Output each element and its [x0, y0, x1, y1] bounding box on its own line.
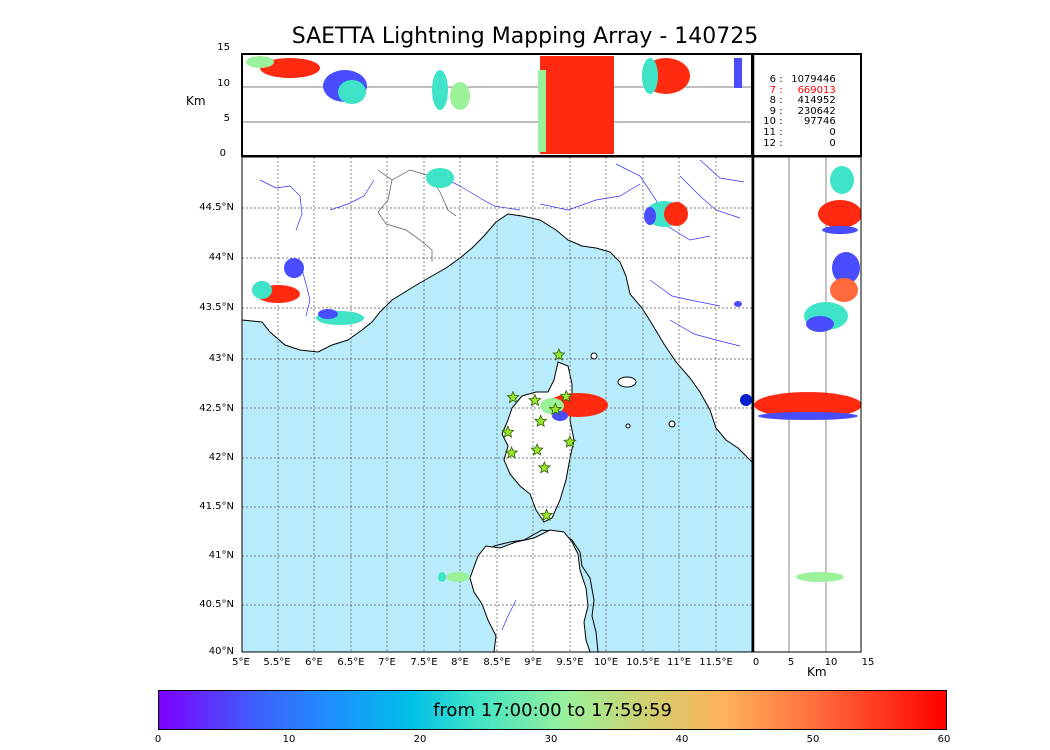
lat-tick: 41.5°N: [199, 501, 234, 512]
colorbar-tick: 0: [154, 734, 162, 745]
lon-tick: 11°E: [666, 657, 692, 668]
station-count-legend: 6 : 1079446 7 : 669013 8 : 414952 9 : 23…: [754, 74, 860, 149]
lon-tick: 9°E: [524, 657, 542, 668]
map-grid: [242, 157, 752, 652]
side-xtick: 5: [787, 657, 795, 668]
lat-tick: 40°N: [208, 646, 234, 657]
colorbar-tick: 50: [806, 734, 820, 745]
legend-row: 11 : 0: [763, 126, 836, 138]
station-star: [537, 460, 552, 474]
legend-row: 10 : 97746: [763, 116, 836, 128]
chart-title: SAETTA Lightning Mapping Array - 140725: [291, 24, 759, 49]
lon-tick: 8.5°E: [483, 657, 511, 668]
lat-tick: 44.5°N: [199, 202, 234, 213]
lat-tick: 40.5°N: [199, 599, 234, 610]
lat-tick: 42°N: [208, 452, 234, 463]
lat-tick: 43°N: [208, 353, 234, 364]
station-star: [548, 402, 562, 416]
top-ytick: 10: [217, 78, 230, 89]
colorbar-tick: 60: [937, 734, 951, 745]
station-star: [504, 445, 519, 459]
legend-row: 8 : 414952: [769, 95, 836, 107]
station-star: [530, 442, 544, 456]
lon-tick: 7.5°E: [410, 657, 438, 668]
lat-tick: 44°N: [208, 252, 234, 263]
lon-tick: 5.5°E: [263, 657, 291, 668]
side-xtick: 10: [824, 657, 838, 668]
time-colorbar: from 17:00:00 to 17:59:59: [158, 690, 947, 730]
station-star: [528, 393, 542, 407]
sardinia: [469, 529, 591, 652]
lon-tick: 6.5°E: [337, 657, 365, 668]
lon-tick: 8°E: [451, 657, 469, 668]
sea-area: [242, 157, 752, 652]
station-star: [506, 390, 520, 404]
station-star: [559, 389, 573, 403]
altitude-lon-panel: [242, 54, 752, 156]
top-ylabel: Km: [186, 94, 206, 108]
station-star: [552, 347, 566, 361]
top-ytick: 0: [219, 148, 226, 159]
lon-tick: 6°E: [305, 657, 323, 668]
side-xtick: 0: [752, 657, 760, 668]
station-star: [501, 425, 515, 438]
altitude-lat-panel: [753, 157, 861, 652]
colorbar-label: from 17:00:00 to 17:59:59: [433, 700, 672, 721]
lon-tick: 11.5°E: [699, 657, 733, 668]
legend-row: 9 : 230642: [769, 105, 836, 117]
legend-row: 6 : 1079446: [769, 74, 836, 85]
legend-row: 7 : 669013: [769, 84, 836, 96]
station-star: [539, 508, 554, 522]
lat-tick: 43.5°N: [199, 302, 234, 313]
lon-tick: 9.5°E: [556, 657, 584, 668]
side-xtick: 15: [861, 657, 875, 668]
station-star: [563, 435, 577, 448]
station-markers: [501, 347, 577, 522]
top-ytick: 15: [217, 42, 230, 53]
station-star: [534, 414, 548, 428]
lon-tick: 7°E: [378, 657, 396, 668]
colorbar-tick: 10: [282, 734, 296, 745]
side-xlabel: Km: [807, 665, 827, 679]
top-ytick: 5: [223, 113, 230, 124]
lon-tick: 5°E: [232, 657, 250, 668]
colorbar-tick: 20: [413, 734, 427, 745]
lat-tick: 41°N: [208, 550, 234, 561]
lat-tick: 42.5°N: [199, 403, 234, 414]
lon-tick: 10.5°E: [626, 657, 660, 668]
legend-row: 12 : 0: [763, 137, 836, 149]
map-panel: [242, 157, 752, 652]
colorbar-tick: 40: [675, 734, 689, 745]
colorbar-tick: 30: [544, 734, 558, 745]
lon-tick: 10°E: [593, 657, 619, 668]
